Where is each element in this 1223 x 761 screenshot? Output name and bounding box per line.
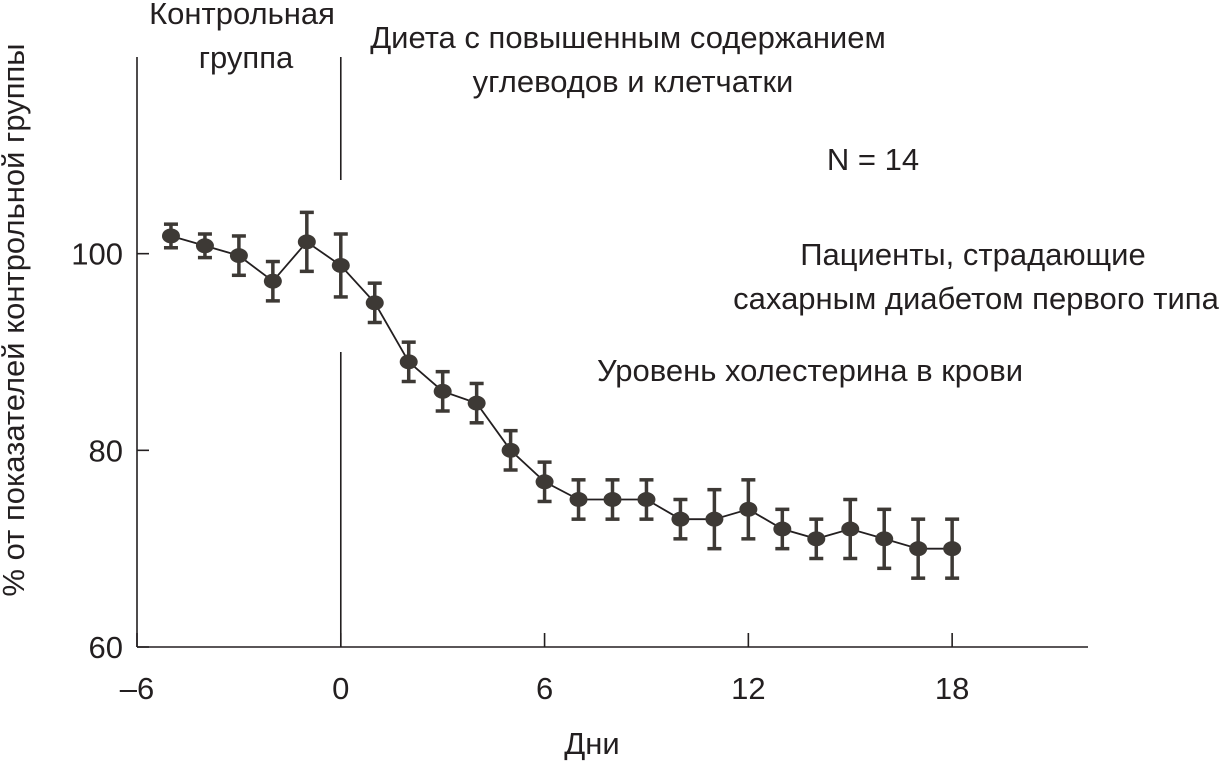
data-point [603,492,622,507]
error-bars [163,210,960,580]
data-point [297,234,316,250]
data-point [705,511,724,527]
data-point [943,541,962,557]
data-point [399,354,418,370]
data-point [773,521,792,537]
measure-label: Уровень холестерина в крови [597,353,1023,388]
diet-label-line1: Диета с повышенным содержанием [370,20,886,55]
data-point [467,395,486,411]
data-point [433,383,452,399]
x-tick-label: –6 [120,671,154,706]
x-tick-label: 6 [536,671,553,706]
x-axis-title: Дни [564,726,619,761]
data-point [263,273,282,289]
data-point [535,474,554,490]
control-group-label-line1: Контрольная [149,0,335,31]
data-point [807,531,826,547]
data-point [909,541,928,557]
diet-label-line2: углеводов и клетчатки [473,64,794,99]
data-point [841,521,860,537]
data-point [161,228,180,244]
control-group-label-line2: группа [199,40,294,75]
data-point [739,501,758,517]
data-point [229,248,248,264]
x-tick-label: 18 [935,671,969,706]
sample-size-label: N = 14 [827,142,919,177]
data-point [637,492,656,507]
data-point [875,531,894,547]
y-axis-title: % от показателей контрольной группы [0,43,31,596]
x-tick-label: 12 [731,671,765,706]
data-point [331,257,350,273]
data-point [365,295,384,311]
patients-label-line1: Пациенты, страдающие [800,237,1145,272]
patients-label-line2: сахарным диабетом первого типа [733,281,1219,316]
data-points [161,228,962,557]
y-ticks: 60 80 100 [71,237,149,665]
data-point [671,511,690,527]
x-ticks: –6 0 6 12 18 [120,633,969,706]
y-tick-label: 80 [89,433,123,468]
data-point [569,492,588,507]
data-point [501,442,520,458]
data-point [195,238,214,254]
x-tick-label: 0 [332,671,349,706]
y-tick-label: 60 [89,630,123,665]
y-tick-label: 100 [71,237,123,272]
